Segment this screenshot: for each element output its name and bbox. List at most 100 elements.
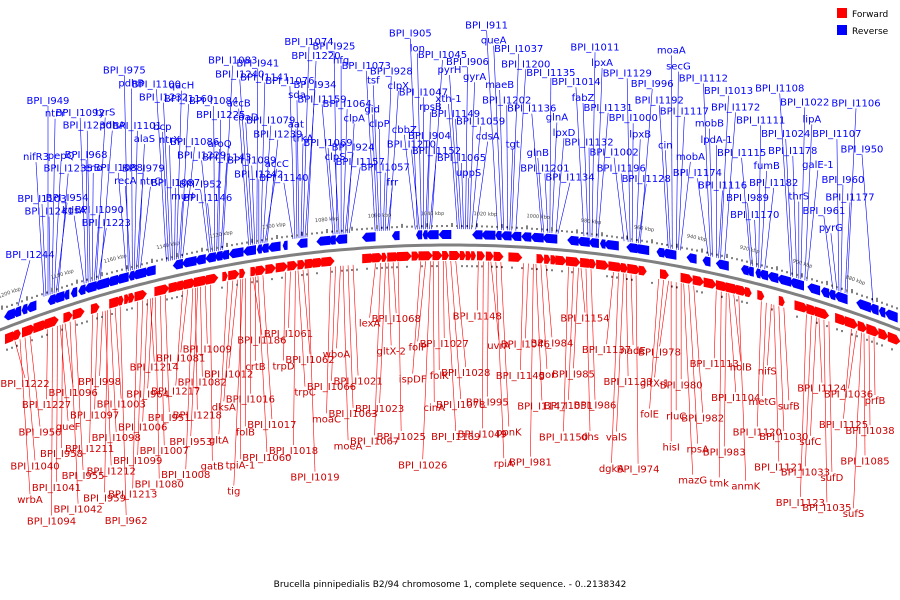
reverse-gene-arrow bbox=[143, 265, 156, 277]
leader-line bbox=[180, 289, 189, 353]
gene-label-bpi-i982: BPI_I982 bbox=[681, 414, 724, 425]
gene-label-folk: folK bbox=[430, 371, 449, 382]
reverse-gene-arrow bbox=[94, 277, 109, 290]
gene-label-bpi-i1024: BPI_I1024 bbox=[761, 129, 810, 140]
reverse-gene-arrow bbox=[296, 238, 308, 248]
leader-line bbox=[163, 102, 171, 261]
leader-line bbox=[64, 323, 74, 388]
leader-line bbox=[333, 51, 338, 235]
gene-label-mobb: mobB bbox=[695, 119, 724, 130]
reverse-gene-arrow bbox=[84, 281, 97, 293]
leader-line bbox=[659, 105, 669, 249]
leader-line bbox=[210, 284, 213, 461]
leader-line bbox=[442, 260, 445, 339]
reverse-gene-arrow bbox=[820, 287, 830, 299]
leader-line bbox=[718, 190, 723, 259]
forward-gene-arrow bbox=[806, 303, 818, 316]
gene-label-fabz: fabZ bbox=[572, 93, 595, 104]
reverse-gene-arrow bbox=[656, 247, 665, 258]
forward-gene-arrow bbox=[321, 256, 335, 267]
leader-line bbox=[873, 337, 876, 396]
leader-line bbox=[427, 112, 431, 230]
leader-line bbox=[327, 147, 336, 235]
gene-label-bpi-i941: BPI_I941 bbox=[236, 59, 279, 70]
leader-line bbox=[389, 91, 399, 231]
gene-label-bpi-i1033: BPI_I1033 bbox=[781, 467, 830, 478]
reverse-gene-arrow bbox=[52, 291, 65, 303]
gene-label-bpi-i1079: BPI_I1079 bbox=[246, 116, 295, 127]
gene-label-clpp: clpP bbox=[369, 119, 390, 130]
tick-label: 980 kbp bbox=[581, 218, 602, 226]
leader-line bbox=[59, 324, 69, 421]
gene-label-bpi-i1088: BPI_I1088 bbox=[94, 163, 143, 174]
gene-label-bpi-i1100: BPI_I1100 bbox=[132, 79, 181, 90]
forward-gene-arrow bbox=[835, 312, 848, 326]
gene-label-bpi-i1009: BPI_I1009 bbox=[183, 345, 232, 356]
gene-label-bpi-i989: BPI_I989 bbox=[726, 193, 769, 204]
leader-line bbox=[836, 139, 840, 292]
leader-line bbox=[773, 304, 780, 462]
tick-label: 900 kbp bbox=[792, 258, 813, 269]
gene-label-bpi-i1014: BPI_I1014 bbox=[551, 77, 600, 88]
leader-line bbox=[767, 304, 772, 366]
leader-line bbox=[302, 269, 311, 355]
gene-label-glna: glnA bbox=[546, 113, 568, 124]
forward-gene-arrow bbox=[485, 251, 494, 261]
gene-label-bpi-i1026: BPI_I1026 bbox=[398, 460, 447, 471]
leader-line bbox=[613, 157, 625, 242]
leader-line bbox=[296, 100, 300, 239]
reverse-gene-arrow bbox=[282, 240, 288, 251]
gene-label-bpi-i1076: BPI_I1076 bbox=[265, 76, 314, 87]
forward-gene-arrow bbox=[63, 311, 73, 323]
gene-label-bpi-i1082: BPI_I1082 bbox=[178, 378, 227, 389]
gene-label-bpi-i904: BPI_I904 bbox=[408, 131, 451, 142]
gene-label-bpi-i951: BPI_I951 bbox=[148, 413, 191, 424]
gene-label-bpi-i1062: BPI_I1062 bbox=[285, 355, 334, 366]
gene-label-bpi-i955: BPI_I955 bbox=[62, 471, 105, 482]
gene-label-bpi-i968: BPI_I968 bbox=[65, 150, 108, 161]
gene-label-bpi-i1241: BPI_I1241 bbox=[24, 207, 73, 218]
gene-label-aat: aat bbox=[288, 119, 304, 130]
gene-label-bpi-i924: BPI_I924 bbox=[332, 143, 375, 154]
forward-gene-arrow bbox=[565, 256, 581, 267]
leader-line bbox=[828, 321, 833, 472]
leader-line bbox=[125, 186, 131, 271]
leader-line bbox=[104, 310, 108, 493]
reverse-gene-arrow bbox=[70, 286, 78, 298]
leader-line bbox=[220, 162, 227, 251]
leader-line bbox=[264, 168, 278, 243]
leader-line bbox=[861, 154, 874, 303]
leader-line bbox=[138, 144, 145, 269]
leader-line bbox=[422, 261, 431, 460]
forward-gene-arrow bbox=[297, 259, 306, 270]
forward-gene-arrow bbox=[90, 303, 100, 315]
gene-label-rpsb: rpsB bbox=[419, 102, 442, 113]
leader-line bbox=[840, 185, 844, 292]
reverse-gene-arrow bbox=[828, 289, 836, 301]
leader-line bbox=[804, 124, 813, 281]
reverse-gene-arrow bbox=[214, 250, 223, 261]
leader-line bbox=[515, 69, 527, 231]
gene-label-bpi-i1135: BPI_I1135 bbox=[526, 68, 575, 79]
gene-label-bpi-i1087: BPI_I1087 bbox=[151, 178, 200, 189]
gene-label-trpd: trpD bbox=[272, 362, 294, 373]
gene-label-nade: nadE bbox=[621, 346, 646, 357]
gene-label-bpi-i1103: BPI_I1103 bbox=[17, 194, 66, 205]
gene-label-frr: frr bbox=[387, 177, 399, 188]
gene-label-gltx-1: gltX-1 bbox=[640, 378, 669, 389]
gene-label-bpi-i1186: BPI_I1186 bbox=[237, 336, 286, 347]
gene-label-bpi-i1160: BPI_I1160 bbox=[164, 94, 213, 105]
forward-gene-arrow bbox=[620, 262, 628, 273]
leader-line bbox=[630, 274, 634, 345]
leader-line bbox=[509, 149, 514, 231]
gene-label-bpi-i1172: BPI_I1172 bbox=[711, 102, 760, 113]
reverse-gene-arrow bbox=[747, 266, 754, 277]
map-caption: Brucella pinnipedialis B2/94 chromosome … bbox=[274, 580, 627, 590]
forward-gene-arrow bbox=[778, 295, 785, 307]
tick-label: 1040 kbp bbox=[421, 211, 445, 217]
reverse-gene-arrow bbox=[115, 272, 129, 284]
gene-label-bpi-i950: BPI_I950 bbox=[841, 144, 884, 155]
forward-gene-arrow bbox=[255, 265, 266, 276]
gene-label-bpi-i905: BPI_I905 bbox=[389, 29, 432, 40]
leader-line bbox=[537, 158, 545, 233]
